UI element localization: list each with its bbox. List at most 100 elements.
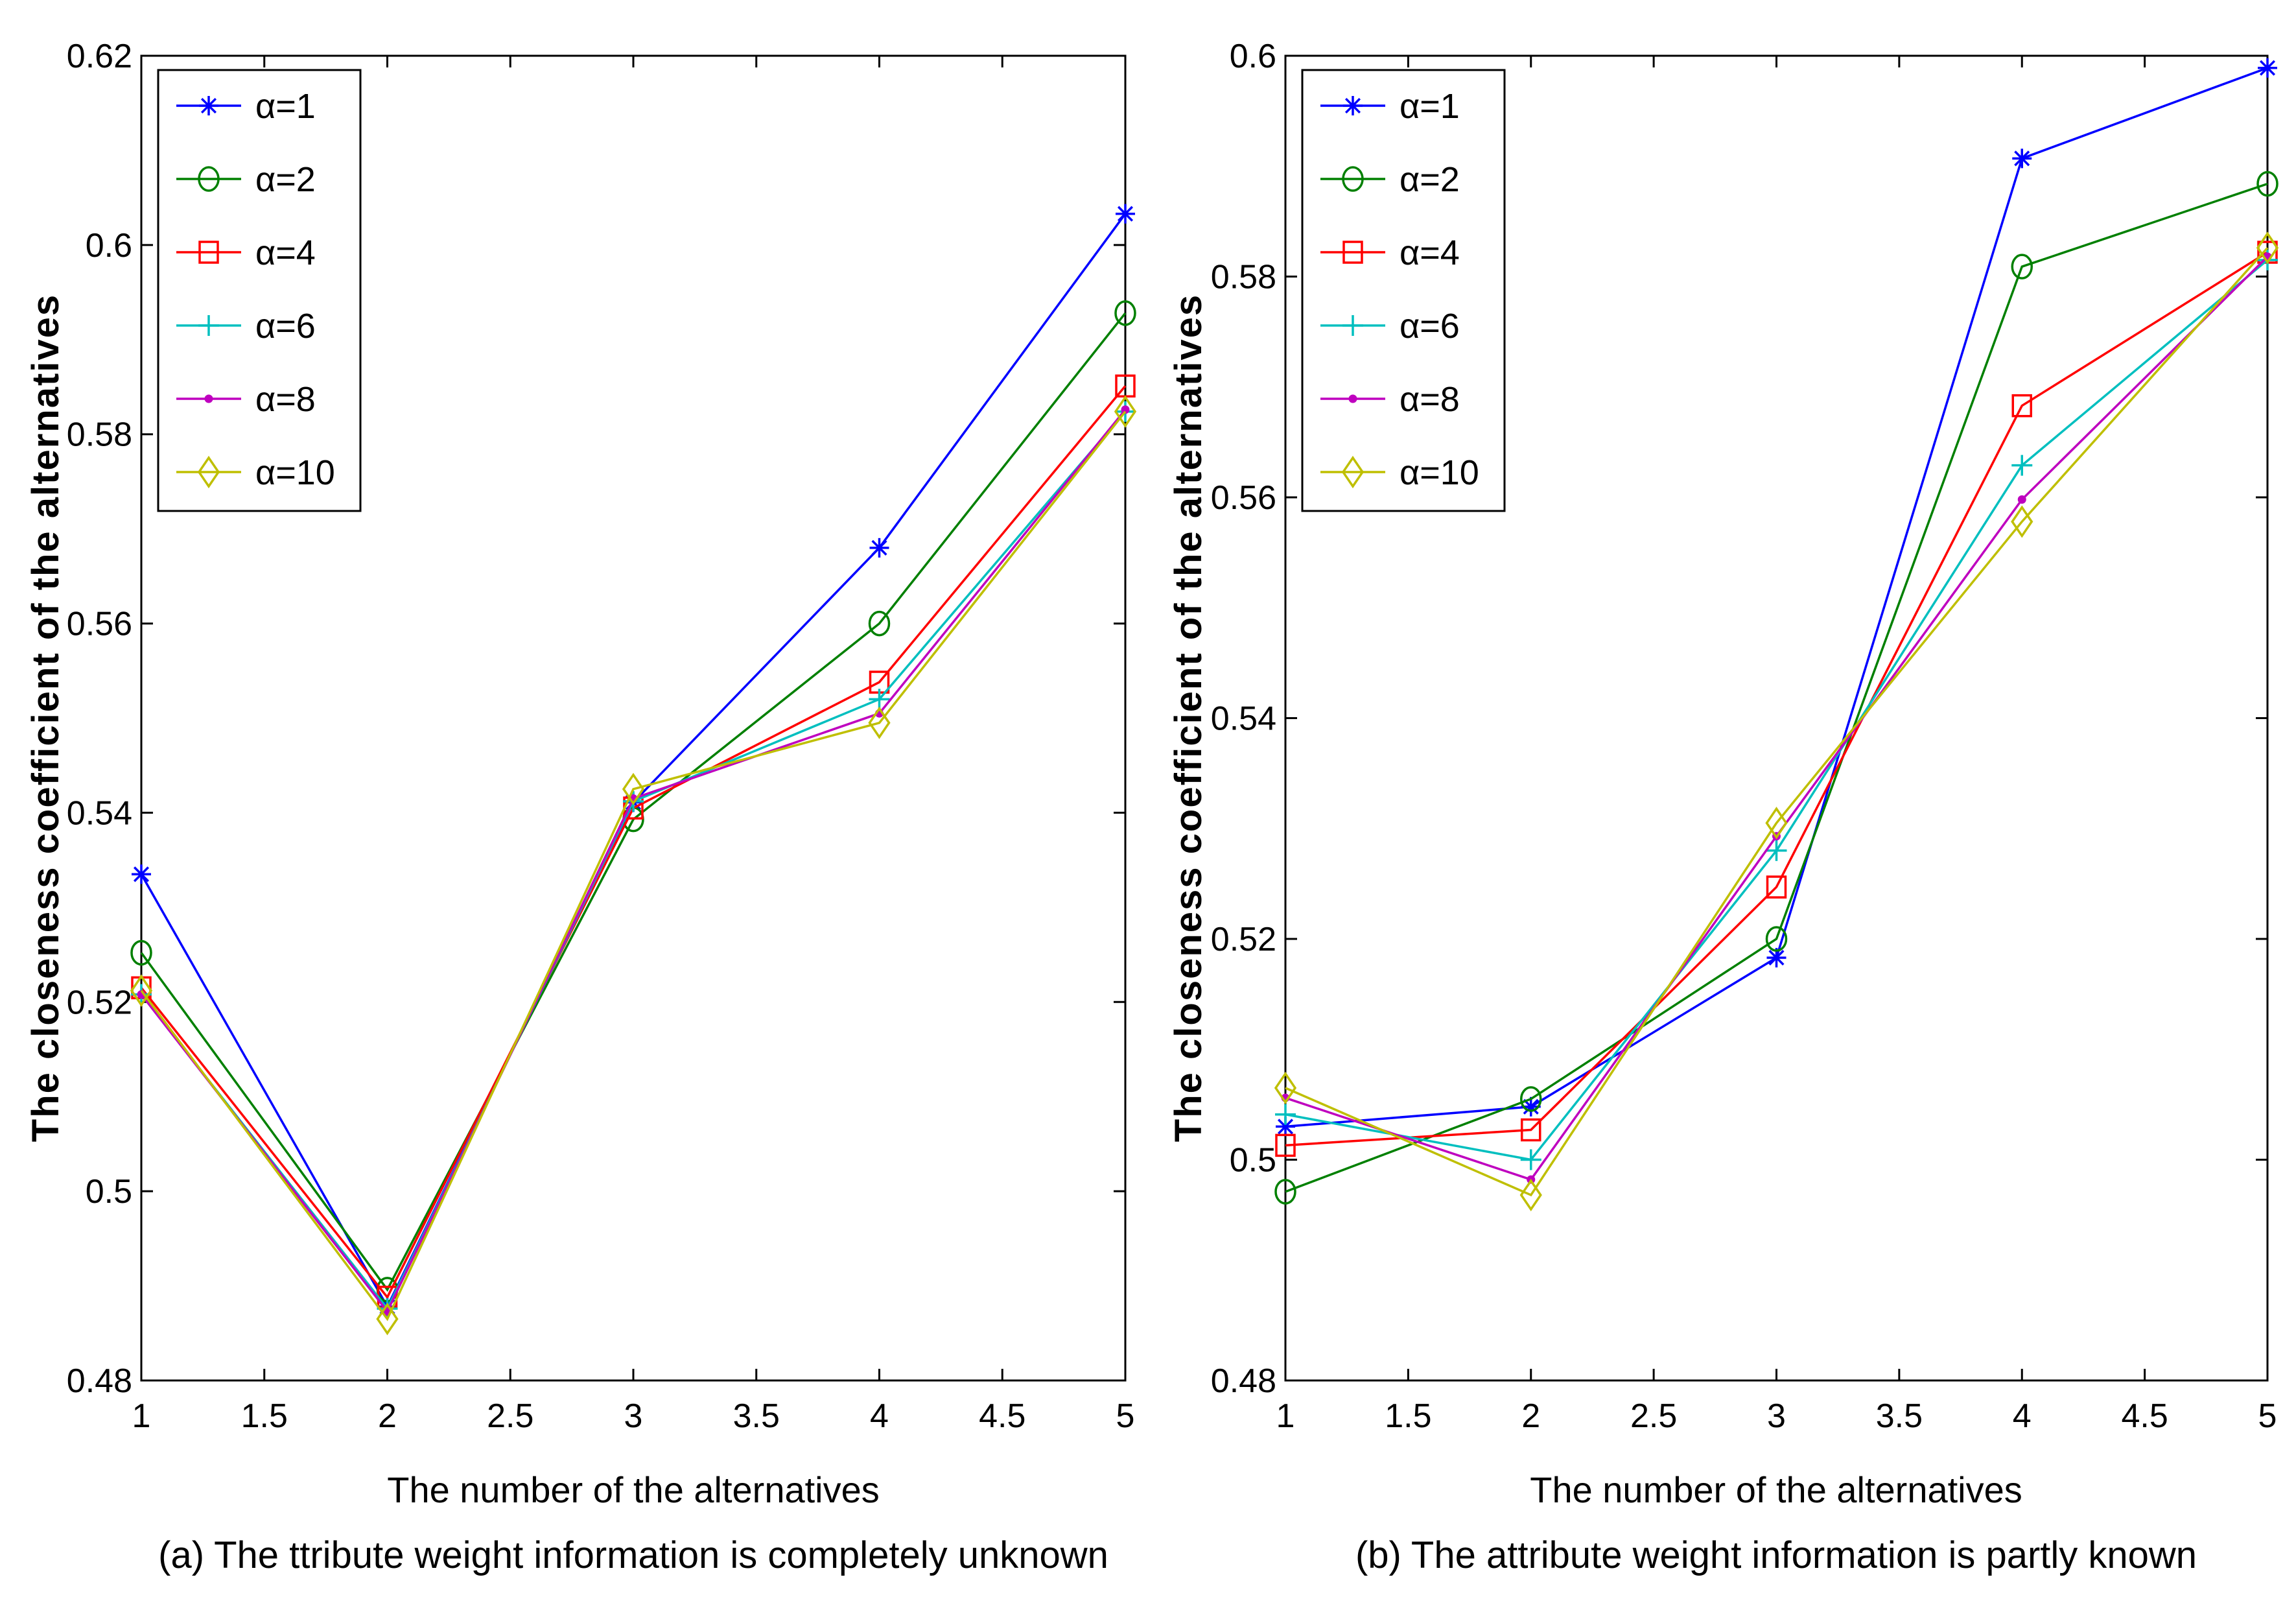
- x-tick-label: 3: [624, 1397, 643, 1435]
- figure-caption: (a) The ttribute weight information is c…: [158, 1534, 1108, 1576]
- legend: α=1 α=2 α=4 α=6 α=8 α=10: [1301, 69, 1506, 512]
- data-point: [1765, 926, 1788, 952]
- legend-marker: [197, 455, 220, 489]
- legend-marker: [1342, 241, 1363, 264]
- legend-label: α=1: [255, 87, 316, 126]
- y-tick-label: 0.58: [67, 416, 132, 454]
- x-tick-label: 4.5: [979, 1397, 1025, 1435]
- y-tick-label: 0.52: [1211, 921, 1276, 958]
- x-tick-label: 2: [378, 1397, 397, 1435]
- legend-label: α=8: [255, 380, 316, 419]
- x-tick-label: 1: [132, 1397, 151, 1435]
- data-point: [2012, 148, 2032, 169]
- x-tick-label: 3.5: [733, 1397, 780, 1435]
- series-line-6: [1285, 247, 2269, 1197]
- y-tick-label: 0.62: [67, 38, 132, 75]
- data-point: [1114, 395, 1137, 428]
- x-tick-label: 2.5: [487, 1397, 533, 1435]
- data-point: [1765, 807, 1788, 840]
- chart-panel-b: 1 1.5 2 2.5 3 3.5 4 4.5 5 0.48 0.5 0.52 0.54 0.56 0.58…: [1167, 38, 2279, 1576]
- data-point: [2017, 495, 2026, 504]
- legend-label: α=4: [1400, 233, 1460, 272]
- legend: α=1 α=2 α=4 α=6 α=8 α=10: [157, 69, 362, 512]
- y-tick-label: 0.5: [86, 1173, 132, 1211]
- data-point: [1766, 840, 1787, 861]
- data-point: [1116, 204, 1135, 224]
- legend-label: α=6: [1400, 307, 1460, 346]
- legend-marker: [199, 96, 218, 115]
- legend-marker: [198, 241, 219, 264]
- data-point: [1276, 1117, 1295, 1137]
- x-tick-label: 4: [2013, 1397, 2032, 1435]
- y-tick-label: 0.56: [1211, 479, 1276, 517]
- x-tick-label: 3.5: [1876, 1397, 1923, 1435]
- data-point: [132, 864, 151, 884]
- data-point: [1520, 1149, 1541, 1170]
- series-line-2: [1285, 182, 2268, 1193]
- y-axis-label: The closeness coefficient of the alterna…: [25, 294, 67, 1142]
- data-point: [1121, 405, 1130, 414]
- y-tick-label: 0.5: [1230, 1142, 1276, 1179]
- x-tick-label: 5: [2258, 1397, 2277, 1435]
- y-axis-label: The closeness coefficient of the alterna…: [1167, 294, 1210, 1142]
- y-tick-label: 0.48: [1211, 1362, 1276, 1400]
- legend-label: α=10: [255, 453, 335, 492]
- data-point: [1275, 1104, 1296, 1125]
- legend-label: α=6: [255, 307, 316, 346]
- y-tick-label: 0.52: [67, 984, 132, 1021]
- data-point: [1766, 875, 1787, 899]
- data-point: [1275, 1133, 1296, 1157]
- y-tick-label: 0.56: [67, 606, 132, 643]
- legend-marker: [1343, 96, 1363, 115]
- data-point: [1519, 1178, 1542, 1212]
- data-point: [2011, 505, 2033, 538]
- data-point: [1274, 1071, 1297, 1104]
- data-point: [2011, 455, 2033, 476]
- data-point: [1114, 300, 1136, 326]
- legend-label: α=10: [1400, 453, 1479, 492]
- data-point: [1521, 1118, 1541, 1142]
- legend-marker: [198, 315, 219, 336]
- y-tick-label: 0.48: [67, 1362, 132, 1400]
- y-tick-label: 0.6: [86, 227, 132, 265]
- legend-box: [157, 69, 362, 512]
- y-tick-label: 0.6: [1230, 38, 1276, 75]
- y-tick-label: 0.54: [67, 794, 132, 832]
- y-tick-label: 0.54: [1211, 700, 1276, 738]
- data-point: [376, 1303, 399, 1336]
- legend-marker: [1342, 315, 1363, 336]
- data-point: [1274, 1179, 1296, 1205]
- x-axis-label: The number of the alternatives: [1530, 1469, 2022, 1510]
- legend-marker: [1348, 394, 1357, 403]
- data-point: [2256, 171, 2278, 197]
- legend-box: [1301, 69, 1506, 512]
- x-tick-label: 4: [870, 1397, 889, 1435]
- x-tick-label: 2: [1521, 1397, 1540, 1435]
- x-tick-label: 4.5: [2121, 1397, 2168, 1435]
- data-point: [869, 689, 890, 710]
- series-line-3: [1285, 251, 2268, 1147]
- x-tick-label: 1.5: [1385, 1397, 1431, 1435]
- data-point: [869, 538, 889, 558]
- chart-panel-a: 1 1.5 2 2.5 3 3.5 4 4.5 5 0.48 0.5 0.52 0.54 0.56 0.58…: [25, 38, 1137, 1576]
- data-point: [130, 974, 153, 1007]
- x-tick-label: 3: [1767, 1397, 1786, 1435]
- data-point: [868, 610, 891, 637]
- data-point: [130, 940, 152, 966]
- x-tick-label: 1: [1276, 1397, 1295, 1435]
- data-point: [2011, 254, 2033, 279]
- series-line-6: [140, 410, 1127, 1321]
- figure-caption: (b) The attribute weight information is …: [1355, 1534, 2197, 1576]
- data-point: [2011, 394, 2032, 418]
- legend-label: α=4: [255, 233, 316, 272]
- data-point: [2256, 231, 2279, 265]
- x-tick-label: 1.5: [241, 1397, 288, 1435]
- data-point: [622, 772, 645, 806]
- legend-label: α=8: [1400, 380, 1460, 419]
- legend-label: α=2: [255, 160, 316, 199]
- legend-marker: [198, 166, 220, 192]
- x-tick-label: 2.5: [1630, 1397, 1677, 1435]
- legend-marker: [1341, 455, 1365, 489]
- legend-label: α=1: [1400, 87, 1460, 126]
